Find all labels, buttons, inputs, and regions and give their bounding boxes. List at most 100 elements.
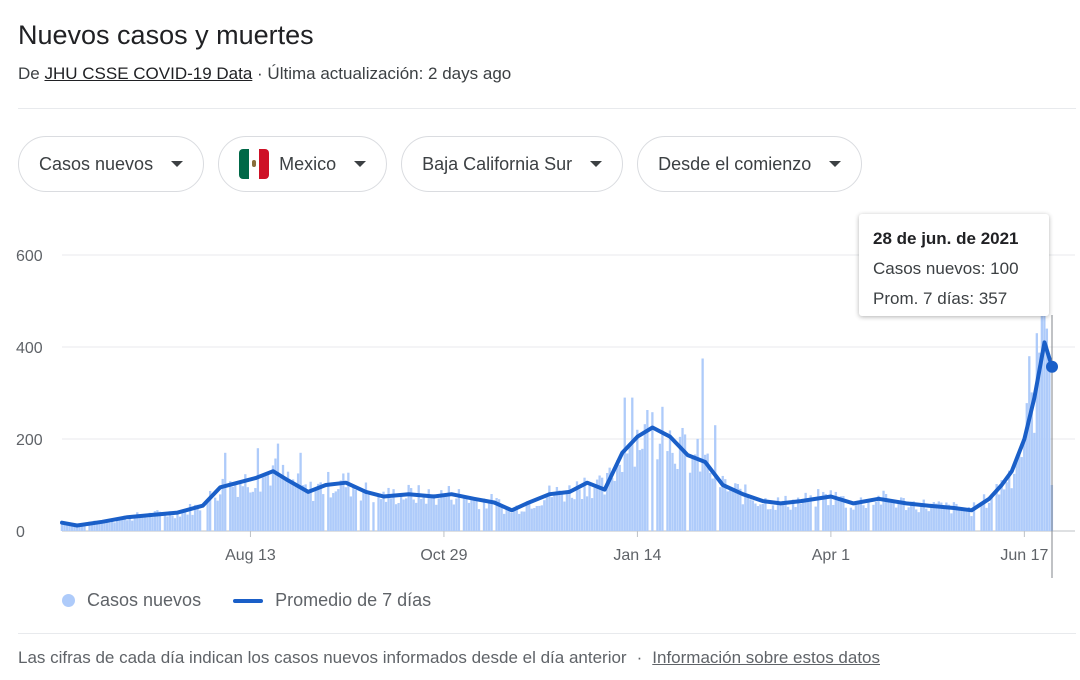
- daily-cases-bar: [404, 498, 408, 531]
- footer-note: Las cifras de cada día indican los casos…: [18, 648, 627, 667]
- daily-cases-bar: [98, 521, 101, 531]
- daily-cases-bar: [980, 504, 983, 531]
- daily-cases-bar: [126, 520, 129, 531]
- daily-cases-bar: [754, 503, 757, 531]
- daily-cases-bar: [435, 504, 438, 531]
- daily-cases-bar: [666, 451, 669, 531]
- x-tick-label: Oct 29: [420, 547, 467, 564]
- daily-cases-bar: [678, 436, 682, 531]
- metric-dropdown[interactable]: Casos nuevos: [18, 136, 205, 192]
- daily-cases-bar: [289, 480, 292, 531]
- daily-cases-bar: [309, 481, 312, 531]
- daily-cases-bar: [229, 481, 232, 531]
- daily-cases-bar: [349, 496, 353, 531]
- daily-cases-bar: [513, 507, 516, 531]
- daily-cases-bar: [829, 490, 832, 531]
- daily-cases-bar: [543, 500, 546, 531]
- daily-cases-bar: [867, 502, 870, 531]
- header-divider: [18, 108, 1076, 109]
- daily-cases-bar: [859, 497, 863, 531]
- daily-cases-bar: [711, 478, 714, 531]
- daily-cases-bar: [274, 458, 277, 531]
- daily-cases-bar: [935, 503, 938, 531]
- daily-cases-bar: [306, 491, 310, 531]
- daily-cases-bar: [874, 501, 878, 531]
- cases-chart[interactable]: 0 200 400 600 Aug 13 Oct 29 Jan 14 Apr 1 Jun 17: [0, 200, 1080, 590]
- daily-cases-bar: [317, 483, 320, 531]
- daily-cases-bar: [882, 490, 885, 531]
- daily-cases-bar: [638, 450, 641, 531]
- daily-cases-bar: [703, 454, 707, 531]
- daily-cases-bar: [857, 501, 860, 531]
- daily-cases-bar: [899, 497, 903, 531]
- daily-cases-bar: [108, 522, 111, 531]
- daily-cases-bar: [1033, 432, 1036, 531]
- daily-cases-bar: [83, 524, 86, 531]
- daily-cases-bar: [724, 479, 727, 531]
- daily-cases-bar: [1005, 482, 1008, 531]
- chevron-down-icon: [829, 161, 842, 167]
- source-link[interactable]: JHU CSSE COVID-19 Data: [44, 64, 253, 83]
- daily-cases-bar: [359, 500, 363, 531]
- daily-cases-bar: [864, 507, 868, 531]
- daily-cases-bar: [759, 504, 762, 531]
- daily-cases-bar: [523, 511, 526, 531]
- daily-cases-bar: [791, 499, 795, 531]
- daily-cases-bar: [113, 522, 116, 531]
- daily-cases-bar: [824, 493, 827, 531]
- daily-cases-bar: [784, 495, 787, 531]
- daily-cases-bar: [658, 443, 662, 531]
- daily-cases-bar: [216, 500, 219, 531]
- daily-cases-bar: [774, 509, 777, 531]
- country-dropdown-label: Mexico: [279, 153, 337, 174]
- chevron-down-icon: [171, 161, 184, 167]
- daily-cases-bar: [141, 516, 144, 531]
- daily-cases-bar: [982, 494, 986, 531]
- daily-cases-bar: [153, 511, 157, 531]
- daily-cases-bar: [193, 504, 197, 531]
- y-tick-label: 400: [16, 340, 43, 357]
- x-tick-label: Jun 17: [1000, 547, 1048, 564]
- daily-cases-bar: [656, 459, 659, 531]
- data-info-link[interactable]: Información sobre estos datos: [652, 648, 880, 667]
- daily-cases-bar: [495, 497, 498, 531]
- daily-cases-bar: [794, 507, 797, 531]
- daily-cases-bar: [997, 494, 1001, 531]
- daily-cases-bar: [807, 501, 810, 531]
- daily-cases-bar: [553, 494, 556, 531]
- daily-cases-bar: [681, 427, 684, 531]
- range-dropdown-label: Desde el comienzo: [658, 153, 812, 174]
- daily-cases-bar: [942, 506, 946, 531]
- range-dropdown[interactable]: Desde el comienzo: [637, 136, 863, 192]
- daily-cases-bar: [563, 501, 566, 531]
- daily-cases-bar: [475, 499, 478, 531]
- daily-cases-bar: [198, 510, 202, 531]
- daily-cases-bar: [786, 506, 790, 531]
- daily-cases-bar: [606, 472, 609, 531]
- daily-cases-bar: [950, 513, 953, 531]
- daily-cases-bar: [329, 497, 332, 531]
- daily-cases-bar: [1028, 356, 1031, 531]
- daily-cases-bar: [342, 473, 345, 531]
- country-dropdown[interactable]: Mexico: [218, 136, 388, 192]
- daily-cases-bar: [905, 510, 908, 531]
- daily-cases-bar: [219, 494, 222, 531]
- region-dropdown[interactable]: Baja California Sur: [401, 136, 624, 192]
- daily-cases-bar: [947, 504, 951, 531]
- daily-cases-bar: [621, 471, 624, 531]
- daily-cases-bar: [626, 453, 629, 531]
- daily-cases-bar: [729, 486, 732, 531]
- hover-point[interactable]: [1046, 360, 1058, 373]
- daily-cases-bar: [894, 507, 898, 531]
- daily-cases-bar: [472, 497, 476, 531]
- daily-cases-bar: [334, 491, 337, 531]
- daily-cases-bar: [616, 460, 619, 531]
- tooltip-avg: Prom. 7 días: 357: [873, 289, 1008, 308]
- footer-divider: [18, 633, 1076, 634]
- daily-cases-bar: [578, 489, 581, 531]
- daily-cases-bar: [1035, 333, 1038, 531]
- daily-cases-bar: [447, 486, 451, 531]
- legend-line-swatch: [233, 598, 264, 603]
- daily-cases-bar: [927, 511, 930, 531]
- daily-cases-bar: [515, 505, 518, 531]
